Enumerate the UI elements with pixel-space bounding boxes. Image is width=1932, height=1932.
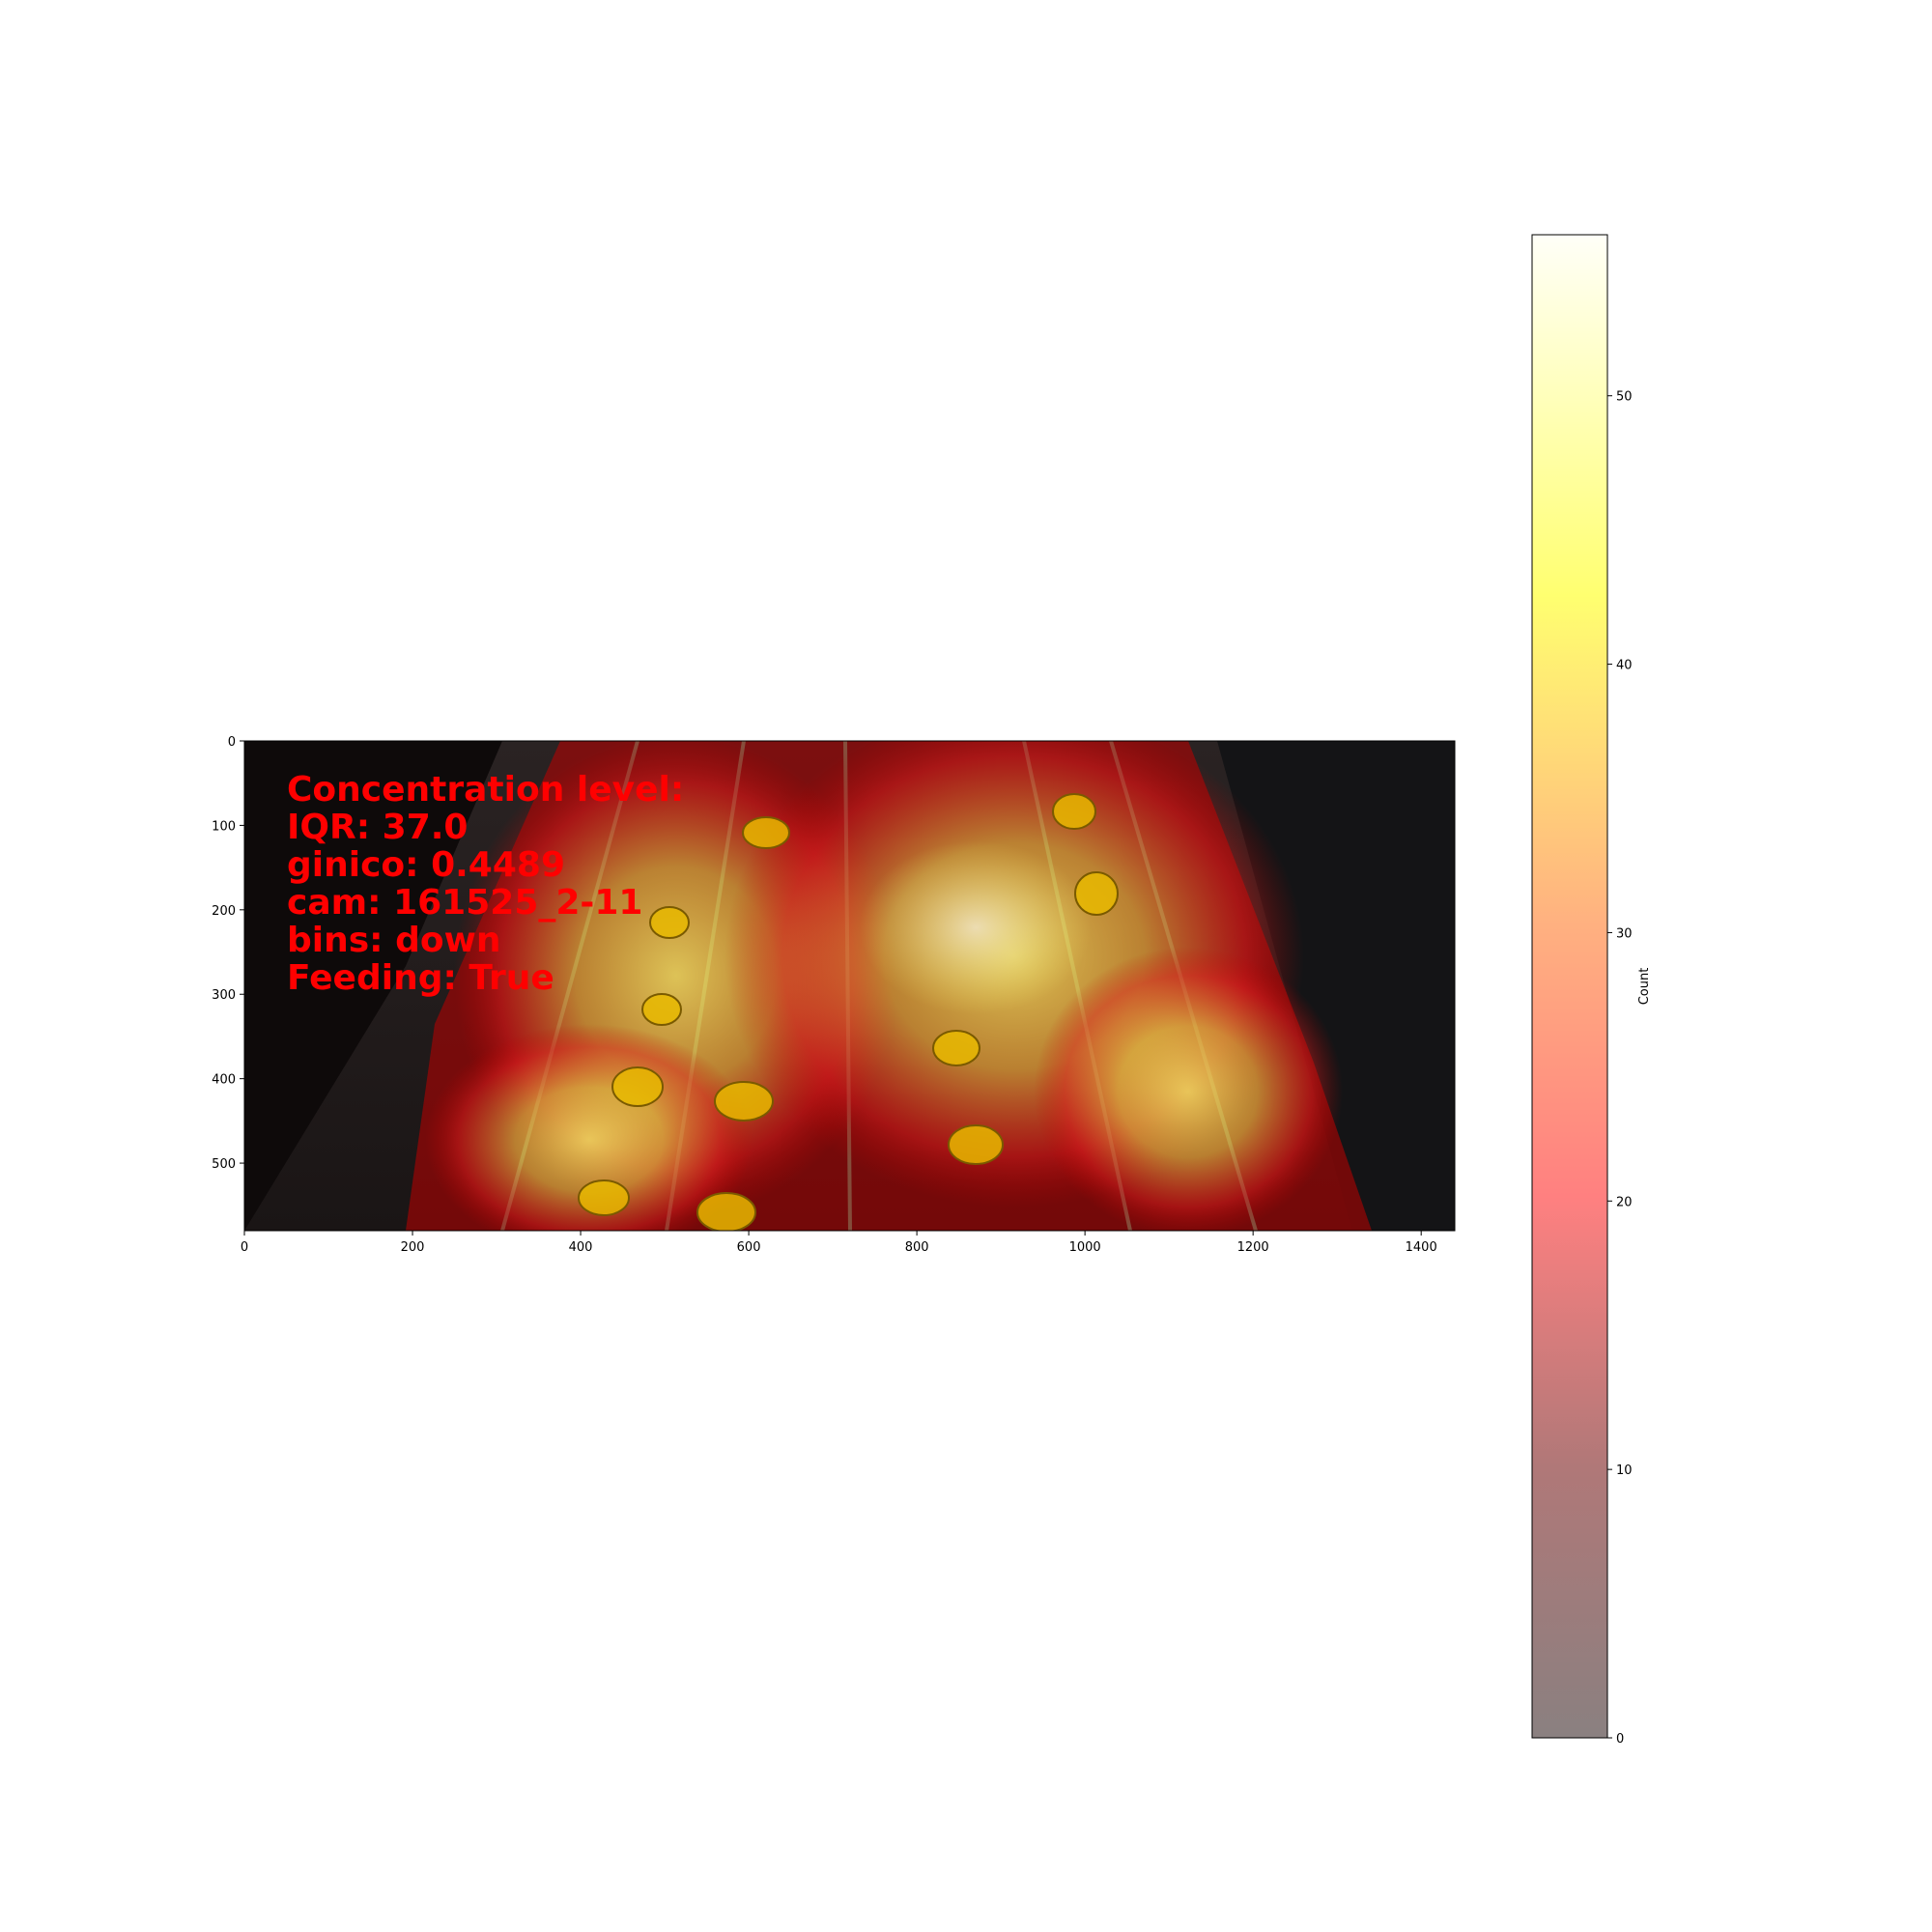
colorbar-label: Count bbox=[1637, 968, 1652, 1006]
y-tick-label: 300 bbox=[212, 988, 236, 1003]
colorbar-tick-label: 0 bbox=[1616, 1732, 1624, 1747]
colorbar-tick-label: 10 bbox=[1616, 1463, 1633, 1478]
y-tick-label: 100 bbox=[212, 819, 236, 834]
x-axis: 0 200 400 600 800 1000 1200 1400 bbox=[241, 1231, 1437, 1255]
colorbar-tick-label: 30 bbox=[1616, 926, 1633, 941]
pan-feeders bbox=[578, 793, 1119, 1231]
x-tick-label: 200 bbox=[401, 1240, 425, 1255]
overlay-text-line: bins: down bbox=[287, 921, 500, 960]
heatmap-image bbox=[244, 741, 1455, 1231]
overlay-text-line: Concentration level: bbox=[287, 770, 684, 810]
x-tick-label: 600 bbox=[737, 1240, 761, 1255]
heat-hotspot-peak bbox=[860, 840, 1092, 1014]
left-wall bbox=[244, 741, 502, 1231]
x-tick-label: 1200 bbox=[1237, 1240, 1269, 1255]
colorbar bbox=[1531, 234, 1608, 1739]
x-tick-label: 1400 bbox=[1406, 1240, 1437, 1255]
y-tick-label: 0 bbox=[228, 735, 236, 750]
y-tick-label: 200 bbox=[212, 904, 236, 919]
heat-hotspot bbox=[1034, 947, 1343, 1231]
colorbar-tick-label: 40 bbox=[1616, 659, 1633, 673]
y-axis: 0 100 200 300 400 500 bbox=[212, 735, 244, 1172]
x-tick-label: 0 bbox=[241, 1240, 248, 1255]
plot-frame bbox=[243, 740, 1456, 1232]
x-tick-label: 800 bbox=[905, 1240, 929, 1255]
overlay-text-line: cam: 161525_2-11 bbox=[287, 883, 642, 923]
heat-hotspot bbox=[425, 1024, 753, 1231]
colorbar-tick-label: 50 bbox=[1616, 390, 1633, 405]
y-tick-label: 500 bbox=[212, 1157, 236, 1172]
overlay-text-line: Feeding: True bbox=[287, 958, 554, 998]
colorbar-ticks: 0 10 20 30 40 50 bbox=[1607, 390, 1633, 1747]
overlay-text-line: IQR: 37.0 bbox=[287, 808, 468, 847]
overlay-text-line: ginico: 0.4489 bbox=[287, 845, 565, 885]
x-tick-label: 1000 bbox=[1069, 1240, 1101, 1255]
y-tick-label: 400 bbox=[212, 1073, 236, 1088]
colorbar-tick-label: 20 bbox=[1616, 1195, 1633, 1209]
x-tick-label: 400 bbox=[569, 1240, 593, 1255]
